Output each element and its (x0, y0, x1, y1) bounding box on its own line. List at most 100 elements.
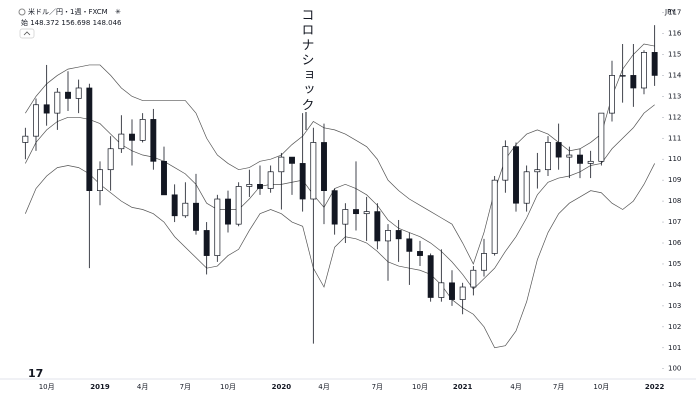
candle-body (65, 91, 71, 99)
logo: 17 (28, 367, 43, 380)
candle-body (342, 209, 349, 225)
candle-body (33, 104, 39, 137)
y-tick-label: 109 (668, 176, 681, 184)
y-tick-label: 112 (668, 113, 681, 121)
candle-body (54, 91, 61, 114)
y-tick-label: 103 (668, 302, 681, 310)
candle-body (502, 146, 509, 181)
header: 米ドル／円・1週・FXCM ✳ 始 148.372 156.698 148.04… (18, 7, 122, 39)
candle-body (129, 133, 135, 141)
candle-body (598, 112, 605, 162)
x-tick-label: 7月 (553, 383, 564, 391)
y-tick-label: 115 (668, 50, 681, 58)
y-tick-label: 110 (668, 155, 681, 163)
symbol: 米ドル／円・1週・FXCM (28, 7, 108, 16)
x-tick-label: 10月 (39, 383, 55, 391)
x-tick-label: 4月 (137, 383, 148, 391)
candle-body (449, 282, 455, 300)
candle-body (278, 156, 285, 173)
y-tick-label: 105 (668, 260, 681, 268)
bollinger-lower (25, 163, 655, 349)
candle-body (406, 238, 413, 252)
candle-body (587, 160, 594, 164)
candle-body (555, 142, 562, 158)
candle-body (97, 169, 103, 191)
x-tick-label: 7月 (180, 383, 191, 391)
candle-body (417, 251, 423, 256)
y-tick-label: 116 (668, 30, 682, 38)
candle-body (385, 230, 391, 242)
candle-body (459, 286, 466, 300)
annotation: コロナショック (299, 8, 314, 113)
candle-body (630, 75, 637, 89)
collapse-icon (23, 31, 31, 36)
candle-body (427, 255, 434, 298)
candle-body (577, 154, 583, 164)
candle-body (641, 52, 647, 89)
y-tick-label: 100 (668, 365, 681, 373)
candle-body (182, 202, 189, 217)
candle-body (609, 75, 615, 114)
x-tick-label: 2021 (453, 383, 473, 391)
candle-body (150, 119, 157, 162)
candle-body (235, 186, 242, 225)
x-tick-label: 4月 (510, 383, 521, 391)
candle-body (86, 87, 93, 191)
candle-body (545, 142, 551, 171)
candle-body (107, 148, 114, 171)
candle-body (438, 282, 445, 298)
candle-body (353, 209, 359, 215)
ohlc-info: 始 148.372 156.698 148.046 (21, 18, 122, 27)
candle-body (289, 156, 295, 164)
bollinger-upper (25, 43, 655, 265)
candle-body (257, 184, 263, 189)
candle-body (246, 184, 253, 187)
candle-body (523, 171, 530, 204)
y-tick-label: 117 (668, 9, 681, 17)
candle-body (470, 269, 477, 288)
settings-icon[interactable]: ✳ (115, 8, 121, 16)
x-tick-label: 10月 (593, 383, 609, 391)
candle-body (331, 190, 338, 225)
candle-body (139, 119, 146, 141)
candle-body (310, 142, 317, 200)
candle-body (161, 160, 167, 196)
x-tick-label: 4月 (318, 383, 329, 391)
x-tick-label: 10月 (412, 383, 428, 391)
candle-body (171, 194, 178, 217)
candle-body (75, 87, 82, 99)
candle-body (481, 253, 487, 271)
y-tick-label: 108 (668, 197, 681, 205)
y-axis-unit: JPY (664, 8, 676, 16)
candle-body (491, 179, 498, 254)
candle-body (321, 142, 327, 191)
y-tick-label: 114 (668, 71, 682, 79)
candle-body (43, 104, 50, 114)
y-tick-label: 104 (668, 281, 682, 289)
y-tick-label: 102 (668, 323, 681, 331)
bollinger-middle (25, 104, 655, 290)
y-tick-label: 106 (668, 239, 682, 247)
candle-body (395, 230, 402, 240)
candle-body (513, 146, 519, 204)
candle-body (203, 230, 210, 256)
candle-body (225, 198, 231, 225)
candle-body (374, 211, 381, 242)
y-tick-label: 107 (668, 218, 681, 226)
candle-body (299, 163, 306, 200)
candle-body (118, 133, 125, 150)
symbol-icon (18, 8, 26, 16)
candle-body (267, 171, 274, 189)
x-tick-label: 2022 (645, 383, 665, 391)
y-tick-label: 101 (668, 344, 681, 352)
candle-body (534, 169, 541, 173)
candle-body (214, 198, 221, 256)
candle-body (363, 211, 370, 215)
candle-body (619, 75, 626, 77)
y-tick-label: 111 (668, 134, 681, 142)
collapse-button[interactable] (19, 28, 35, 39)
x-tick-label: 2019 (90, 383, 110, 391)
candle-body (651, 52, 658, 76)
